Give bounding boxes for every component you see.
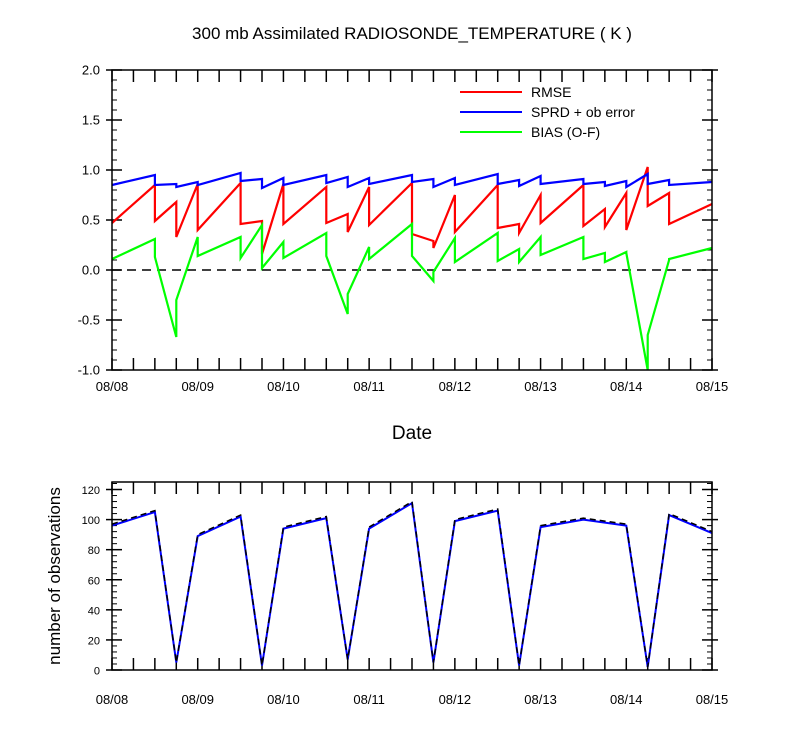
bottom-x-tick-labels: 08/08 08/09 08/10 08/11 08/12 08/13 08/14 08/15: [96, 692, 729, 707]
bottom-series-lines: [111, 500, 713, 668]
chart-title: 300 mb Assimilated RADIOSONDE_TEMPERATUR…: [192, 24, 632, 43]
top-series-lines: [111, 166, 713, 371]
x-tick-label: 08/15: [696, 379, 729, 394]
x-tick-label: 08/13: [524, 379, 557, 394]
y-tick-label: 1.0: [82, 163, 100, 178]
x-tick-label: 08/11: [353, 379, 385, 394]
x-tick-label: 08/13: [524, 692, 557, 707]
series-line-rmse: [111, 166, 713, 255]
y-tick-label: 100: [82, 515, 100, 527]
series-line-bias-o-f: [111, 221, 713, 371]
legend-label: RMSE: [531, 84, 571, 100]
legend-label: BIAS (O-F): [531, 124, 600, 140]
top-y-tick-labels: -1.0 -0.5 0.0 0.5 1.0 1.5 2.0: [78, 63, 100, 378]
legend-label: SPRD + ob error: [531, 104, 635, 120]
x-tick-label: 08/09: [181, 379, 214, 394]
y-tick-label: -0.5: [78, 313, 100, 328]
x-tick-label: 08/09: [181, 692, 214, 707]
legend: RMSE SPRD + ob error BIAS (O-F): [460, 84, 635, 140]
y-tick-label: 2.0: [82, 63, 100, 78]
top-x-tick-labels: 08/08 08/09 08/10 08/11 08/12 08/13 08/14 08/15: [96, 379, 729, 394]
series-line-possible-observations: [111, 500, 713, 668]
x-tick-label: 08/10: [267, 692, 300, 707]
observation-count-panel: 0 20 40 60 80 100 120 08/08 08/09 08/10 08/11 08/1…: [45, 481, 729, 707]
y-tick-label: -1.0: [78, 363, 100, 378]
x-tick-label: 08/11: [353, 692, 385, 707]
y-tick-label: 120: [82, 485, 100, 497]
x-tick-label: 08/08: [96, 692, 129, 707]
x-axis-label: Date: [392, 423, 432, 444]
y-tick-label: 60: [88, 575, 100, 587]
x-tick-label: 08/12: [439, 379, 472, 394]
series-line-assimilated-observations: [111, 501, 713, 668]
y-tick-label: 0: [94, 666, 100, 678]
x-tick-label: 08/14: [610, 379, 643, 394]
y-tick-label: 0.5: [82, 213, 100, 228]
x-tick-label: 08/08: [96, 379, 129, 394]
y-tick-label: 1.5: [82, 113, 100, 128]
bottom-plot-frame: [111, 481, 713, 671]
x-tick-label: 08/12: [439, 692, 472, 707]
y-tick-label: 40: [88, 605, 100, 617]
y-tick-label: 20: [88, 635, 100, 647]
bottom-y-tick-labels: 0 20 40 60 80 100 120: [82, 485, 100, 677]
y-tick-label: 0.0: [82, 263, 100, 278]
x-tick-label: 08/15: [696, 692, 729, 707]
x-tick-label: 08/10: [267, 379, 300, 394]
y-tick-label: 80: [88, 545, 100, 557]
top-plot-frame: [111, 69, 713, 371]
x-tick-label: 08/14: [610, 692, 643, 707]
series-line-sprd-ob-error: [111, 171, 713, 190]
y-axis-label: number of observations: [45, 487, 64, 665]
temperature-stats-panel: 300 mb Assimilated RADIOSONDE_TEMPERATUR…: [78, 24, 729, 444]
